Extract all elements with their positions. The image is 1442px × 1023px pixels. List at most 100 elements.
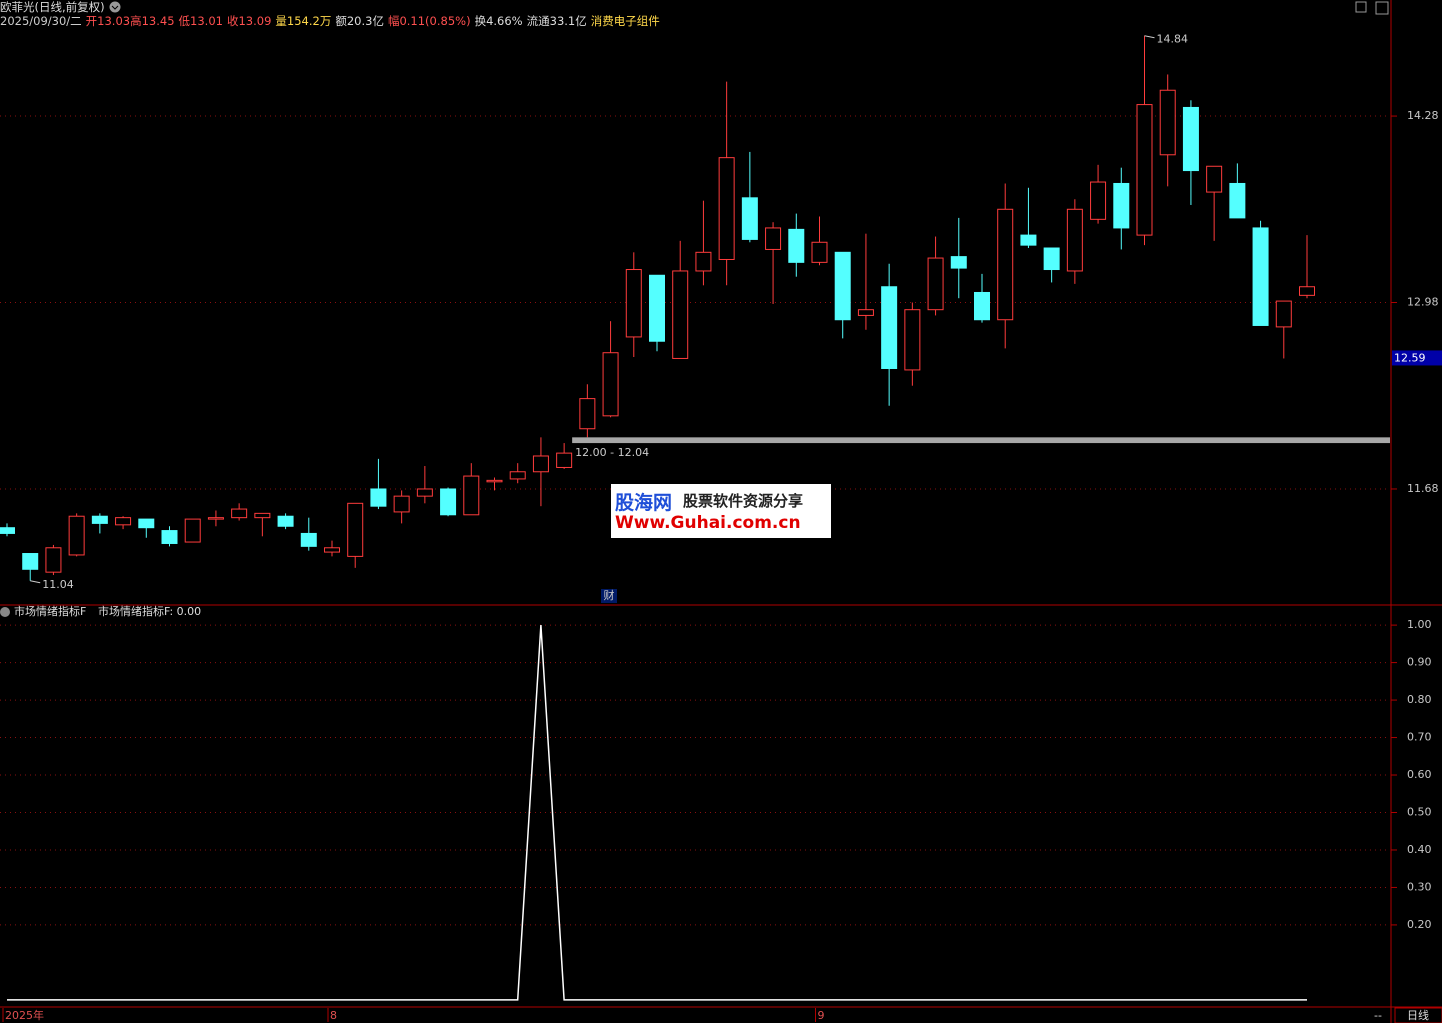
- finance-marker[interactable]: 财: [604, 588, 615, 602]
- candle-body: [1229, 182, 1246, 219]
- candle-body: [974, 291, 990, 321]
- candle-body: [881, 286, 898, 369]
- period-box[interactable]: [1394, 1007, 1442, 1023]
- watermark-url: Www.Guhai.com.cn: [615, 513, 801, 533]
- candle-body: [509, 471, 526, 480]
- high: 高13.45: [130, 14, 175, 28]
- candle-body: [45, 547, 62, 573]
- candle-body: [1043, 247, 1060, 271]
- candle-body: [904, 309, 921, 371]
- candle-body: [1206, 165, 1223, 193]
- candle-body: [997, 208, 1014, 321]
- candle-body: [741, 197, 758, 240]
- title-row: 欧菲光(日线,前复权): [0, 0, 121, 14]
- candle-body: [718, 157, 735, 260]
- current-price-box: [1392, 350, 1442, 366]
- x-tick-label: 8: [330, 1009, 337, 1022]
- quote-row: 2025/09/30/二 开13.03高13.45 低13.01 收13.09 量154…: [0, 14, 664, 28]
- window-button[interactable]: [1375, 1, 1389, 15]
- current-price-label: 12.59: [1394, 351, 1426, 364]
- extreme-pointer: [30, 580, 41, 584]
- extreme-label: 14.84: [1157, 33, 1189, 46]
- indicator-line: [7, 625, 1307, 1001]
- y-tick-label: 0.50: [1407, 805, 1432, 818]
- change: 幅0.11(0.85%): [387, 14, 471, 28]
- date: 2025/09/30/二: [0, 14, 82, 28]
- candle-body: [68, 515, 85, 556]
- watermark-site: 股海网: [615, 492, 673, 514]
- candle-body: [440, 488, 457, 516]
- y-tick-label: 14.28: [1407, 109, 1439, 122]
- candle-body: [277, 515, 294, 527]
- candle-body: [22, 553, 39, 570]
- candle-body: [695, 251, 712, 272]
- x-tick-label: 2025年: [5, 1008, 44, 1022]
- candle-body: [115, 517, 132, 526]
- y-tick-label: 0.30: [1407, 880, 1432, 893]
- y-tick-label: 11.68: [1407, 482, 1439, 495]
- price-band: [572, 437, 1390, 444]
- y-tick-label: 1.00: [1407, 618, 1432, 631]
- candle-body: [556, 452, 573, 468]
- low: 低13.01: [178, 14, 223, 28]
- stock-name: 欧菲光(日线,前复权): [0, 0, 105, 14]
- candle-body: [811, 241, 828, 263]
- candle-body: [672, 270, 689, 359]
- y-tick-label: 0.20: [1407, 918, 1432, 931]
- candle-body: [184, 518, 201, 543]
- y-tick-label: 12.98: [1407, 296, 1439, 309]
- candle-body: [1275, 300, 1292, 328]
- watermark: 股海网 股票软件资源分享 Www.Guhai.com.cn: [611, 484, 831, 538]
- turnover: 换4.66%: [474, 14, 523, 28]
- y-tick-label: 0.90: [1407, 656, 1432, 669]
- close: 收13.09: [226, 14, 272, 28]
- window-button[interactable]: [1355, 1, 1367, 13]
- candle-body: [161, 530, 178, 544]
- candle-body: [1066, 208, 1083, 272]
- candle-body: [393, 495, 410, 513]
- panel-icon[interactable]: [0, 607, 10, 617]
- candle-body: [579, 398, 596, 430]
- candle-body: [788, 228, 805, 263]
- band-label: 12.00 - 12.04: [575, 446, 649, 459]
- candle-body: [1252, 227, 1269, 326]
- candle-body: [416, 488, 433, 497]
- sector: 消费电子组件: [590, 14, 660, 28]
- period-label[interactable]: 日线: [1407, 1008, 1429, 1022]
- dropdown-icon[interactable]: [109, 1, 121, 13]
- candle-body: [347, 502, 364, 557]
- candle-body: [231, 508, 248, 519]
- y-tick-label: 0.70: [1407, 731, 1432, 744]
- watermark-slogan: 股票软件资源分享: [683, 492, 804, 510]
- candle-body: [765, 227, 782, 250]
- candle-body: [834, 251, 851, 321]
- more-label[interactable]: --: [1374, 1009, 1382, 1022]
- extreme-pointer: [1144, 35, 1155, 39]
- candle-body: [1182, 106, 1199, 172]
- y-tick-label: 0.40: [1407, 843, 1432, 856]
- candle-body: [625, 269, 642, 338]
- candle-body: [486, 479, 503, 483]
- candle-body: [1136, 104, 1153, 236]
- candle-body: [950, 256, 967, 269]
- candle-body: [1113, 182, 1130, 229]
- candle-body: [649, 274, 665, 342]
- candle-body: [1020, 234, 1037, 246]
- candle-body: [300, 532, 317, 547]
- y-tick-label: 0.80: [1407, 693, 1432, 706]
- candle-body: [370, 488, 387, 507]
- candle-body: [927, 257, 944, 311]
- candle-body: [207, 517, 224, 520]
- float: 流通33.1亿: [526, 14, 587, 28]
- candle-body: [1159, 89, 1176, 156]
- open: 开13.03: [85, 14, 131, 28]
- candle-body: [1090, 181, 1107, 220]
- y-tick-label: 0.60: [1407, 768, 1432, 781]
- candle-body: [1299, 286, 1315, 296]
- extreme-label: 11.04: [42, 578, 74, 591]
- indicator-value: 市场情绪指标F: 0.00: [98, 604, 201, 618]
- candle-body: [91, 515, 108, 524]
- marker-box[interactable]: [601, 589, 617, 603]
